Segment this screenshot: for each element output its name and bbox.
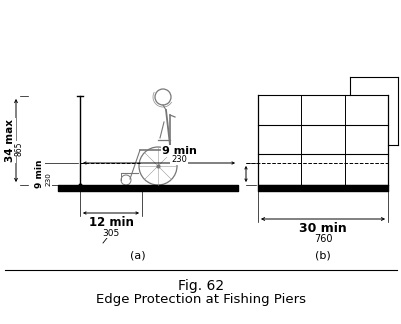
Text: 30 min: 30 min [298, 223, 346, 236]
Text: Edge Protection at Fishing Piers: Edge Protection at Fishing Piers [96, 294, 305, 307]
Text: (a): (a) [130, 250, 146, 260]
Text: Fig. 62: Fig. 62 [178, 279, 223, 293]
Text: 865: 865 [14, 141, 23, 156]
Text: 9 min: 9 min [161, 146, 196, 156]
Text: 9 min: 9 min [35, 160, 45, 188]
Text: 230: 230 [45, 172, 51, 186]
Text: 12 min: 12 min [88, 216, 133, 229]
Text: 305: 305 [102, 228, 119, 237]
Text: 230: 230 [171, 156, 186, 165]
Text: 760: 760 [313, 234, 331, 244]
Text: 34 max: 34 max [5, 119, 15, 162]
Text: (b): (b) [314, 250, 330, 260]
